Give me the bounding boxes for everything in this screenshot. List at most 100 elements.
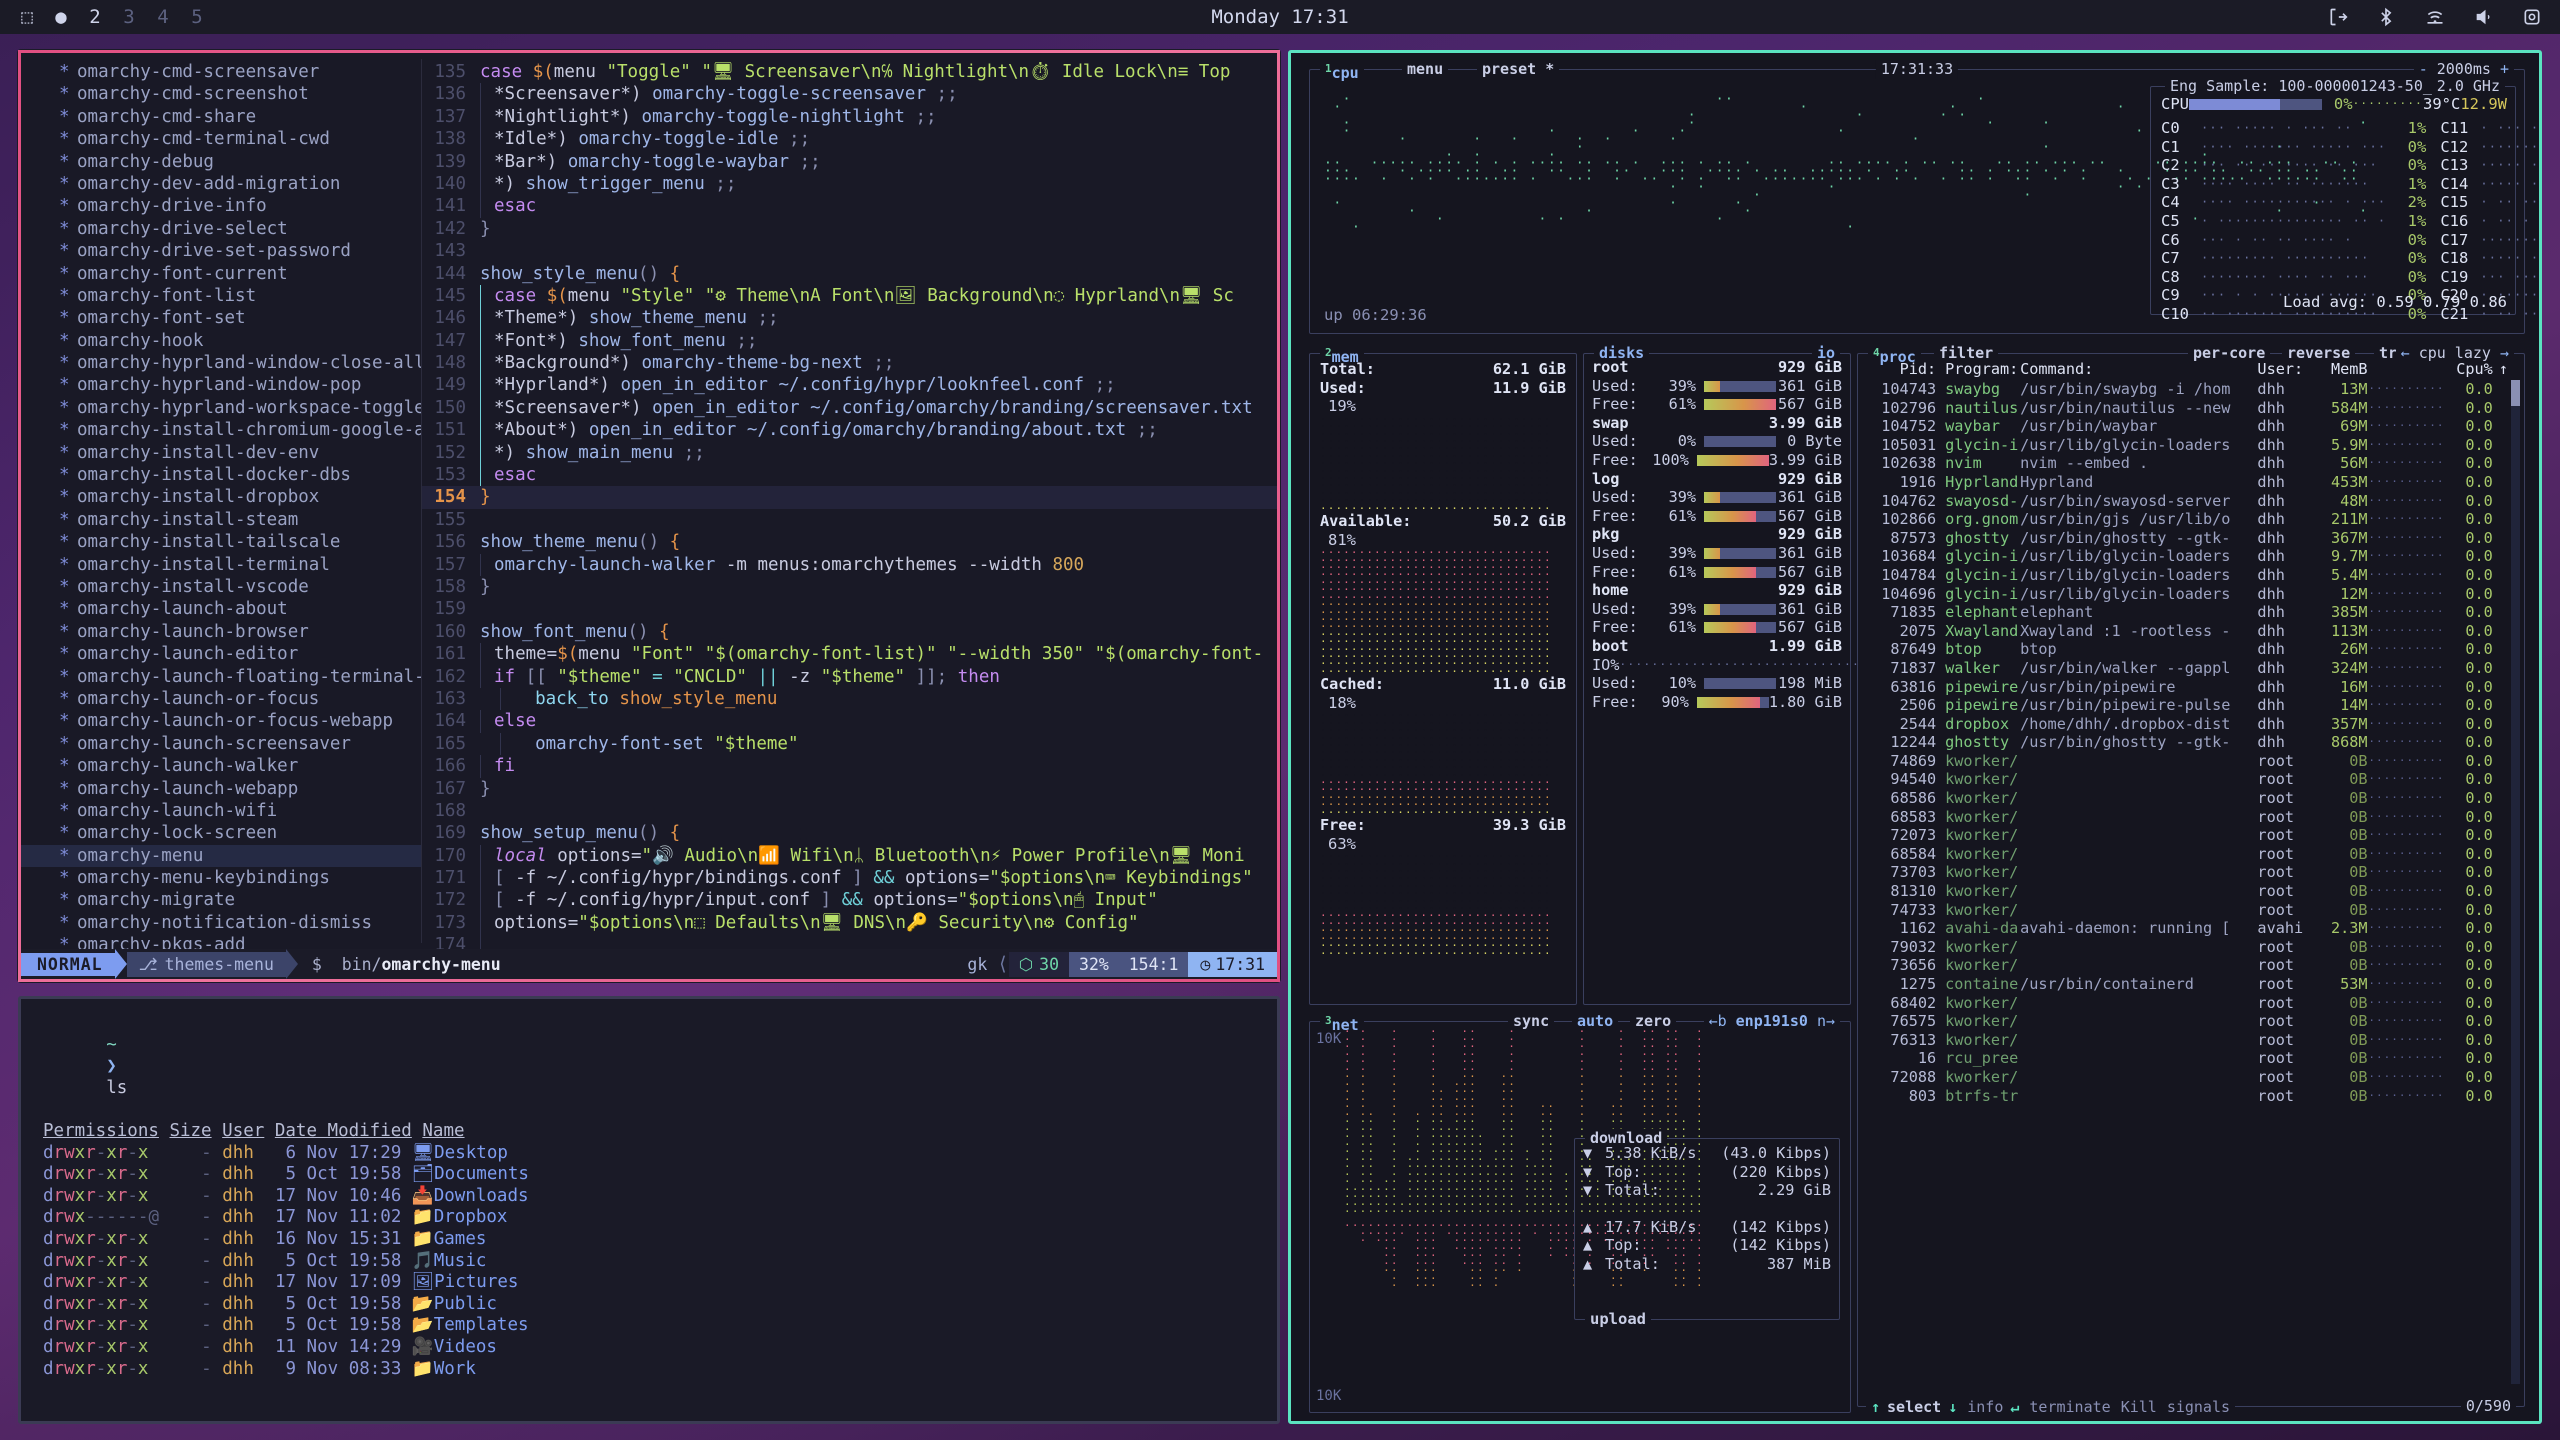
- proc-row[interactable]: 76313 kworker/root 0B ·········· 0.0: [1864, 1031, 2508, 1050]
- code-line[interactable]: 166 fi: [422, 755, 1277, 777]
- action-signals[interactable]: signals: [2162, 1398, 2235, 1417]
- action-info[interactable]: info: [1967, 1398, 2003, 1417]
- file-tree[interactable]: * omarchy-cmd-screensaver * omarchy-cmd-scr…: [21, 53, 421, 949]
- proc-row[interactable]: 104696 glycin-i/usr/lib/glycin-loaders dhh…: [1864, 585, 2508, 604]
- code-line[interactable]: 135 case $(menu "Toggle" "🖥 Screensaver\n…: [422, 61, 1277, 83]
- code-line[interactable]: 170 local options="🔊 Audio\n📶 Wifi\nᛦ Blu…: [422, 845, 1277, 867]
- code-line[interactable]: 150 *Screensaver*) open_in_editor ~/.conf…: [422, 397, 1277, 419]
- wifi-icon[interactable]: [2424, 7, 2446, 27]
- proc-row[interactable]: 104784 glycin-i/usr/lib/glycin-loaders dhh…: [1864, 566, 2508, 585]
- proc-row[interactable]: 1916 Hyprland Hyprland dhh 453M ·········· 0.0: [1864, 473, 2508, 492]
- terminal-window[interactable]: ~ ❯ ls Permissions Size User Date Modifi…: [18, 996, 1280, 1424]
- col-cpu[interactable]: Cpu%: [2445, 360, 2492, 379]
- code-line[interactable]: 137 *Nightlight*) omarchy-toggle-nightlig…: [422, 106, 1277, 128]
- code-line[interactable]: 149 *Hyprland*) open_in_editor ~/.config/…: [422, 374, 1277, 396]
- code-line[interactable]: 152 *) show_main_menu ;;: [422, 442, 1277, 464]
- code-line[interactable]: 138 *Idle*) omarchy-toggle-idle ;;: [422, 128, 1277, 150]
- tree-item[interactable]: * omarchy-install-tailscale: [21, 531, 421, 553]
- proc-row[interactable]: 1275 containe/usr/bin/containerd root 53M ··…: [1864, 975, 2508, 994]
- proc-row[interactable]: 74869 kworker/root 0B ·········· 0.0: [1864, 752, 2508, 771]
- tree-item[interactable]: * omarchy-dev-add-migration: [21, 173, 421, 195]
- tree-item[interactable]: * omarchy-launch-about: [21, 598, 421, 620]
- cpu-update-interval[interactable]: - 2000ms +: [2414, 60, 2514, 79]
- action-kill[interactable]: Kill: [2116, 1398, 2162, 1417]
- tree-item[interactable]: * omarchy-font-current: [21, 263, 421, 285]
- code-line[interactable]: 159: [422, 598, 1277, 620]
- code-line[interactable]: 169 show_setup_menu() {: [422, 822, 1277, 844]
- tree-item[interactable]: * omarchy-font-set: [21, 307, 421, 329]
- tree-item[interactable]: * omarchy-cmd-share: [21, 106, 421, 128]
- code-line[interactable]: 158}: [422, 576, 1277, 598]
- code-line[interactable]: 153 esac: [422, 464, 1277, 486]
- diagnostics-segment[interactable]: ⬡ 30: [1009, 952, 1069, 977]
- code-line[interactable]: 156 show_theme_menu() {: [422, 531, 1277, 553]
- proc-rows[interactable]: 104743 swaybg/usr/bin/swaybg -i /hom dhh 13…: [1864, 380, 2508, 1384]
- tree-item[interactable]: * omarchy-cmd-screensaver: [21, 61, 421, 83]
- proc-statusbar[interactable]: ↑ select ↓ info ↵ terminate Kill signals: [1866, 1398, 2524, 1417]
- col-pid[interactable]: Pid:: [1864, 360, 1936, 379]
- proc-row[interactable]: 102866 org.gnom/usr/bin/gjs /usr/lib/o dhh…: [1864, 510, 2508, 529]
- code-line[interactable]: 144 show_style_menu() {: [422, 263, 1277, 285]
- tree-item[interactable]: * omarchy-menu-keybindings: [21, 867, 421, 889]
- action-select[interactable]: select: [1887, 1398, 1941, 1417]
- tree-item[interactable]: * omarchy-launch-webapp: [21, 778, 421, 800]
- proc-row[interactable]: 68402 kworker/root 0B ·········· 0.0: [1864, 994, 2508, 1013]
- tree-item[interactable]: * omarchy-install-dropbox: [21, 486, 421, 508]
- proc-row[interactable]: 73703 kworker/root 0B ·········· 0.0: [1864, 863, 2508, 882]
- tree-item[interactable]: * omarchy-launch-editor: [21, 643, 421, 665]
- code-line[interactable]: 139 *Bar*) omarchy-toggle-waybar ;;: [422, 151, 1277, 173]
- code-line[interactable]: 140 *) show_trigger_menu ;;: [422, 173, 1277, 195]
- proc-row[interactable]: 76575 kworker/root 0B ·········· 0.0: [1864, 1012, 2508, 1031]
- terminal-output[interactable]: ~ ❯ ls Permissions Size User Date Modifi…: [21, 999, 1277, 1421]
- tree-item[interactable]: * omarchy-launch-browser: [21, 621, 421, 643]
- tree-item[interactable]: * omarchy-launch-screensaver: [21, 733, 421, 755]
- net-interface[interactable]: ←b enp191s0 n→: [1704, 1012, 1840, 1031]
- proc-row[interactable]: 87573 ghostty/usr/bin/ghostty --gtk-dhh 36…: [1864, 529, 2508, 548]
- proc-row[interactable]: 104752 waybar/usr/bin/waybar dhh 69M ·······…: [1864, 417, 2508, 436]
- proc-row[interactable]: 104762 swayosd-/usr/bin/swayosd-server dhh…: [1864, 492, 2508, 511]
- bluetooth-icon[interactable]: [2376, 7, 2396, 27]
- proc-row[interactable]: 102796 nautilus/usr/bin/nautilus --new dhh…: [1864, 399, 2508, 418]
- col-program[interactable]: Program:: [1936, 360, 2020, 379]
- tree-item[interactable]: * omarchy-hyprland-window-close-all: [21, 352, 421, 374]
- code-line[interactable]: 171[ -f ~/.config/hypr/bindings.conf ] &…: [422, 867, 1277, 889]
- proc-box[interactable]: 4proc filter per-core reverse tree ← cpu…: [1857, 353, 2525, 1407]
- code-line[interactable]: 145 case $(menu "Style" "⚙ Theme\nA Font\…: [422, 285, 1277, 307]
- code-line[interactable]: 173 options="$options\n⬚ Defaults\n🖥 DNS\…: [422, 912, 1277, 934]
- proc-row[interactable]: 94540 kworker/root 0B ·········· 0.0: [1864, 770, 2508, 789]
- btop-window[interactable]: 1cpu menu preset * 17:31:33 - 2000ms + ·…: [1288, 50, 2542, 1424]
- cpu-box[interactable]: 1cpu menu preset * 17:31:33 - 2000ms + ·…: [1309, 69, 2525, 334]
- col-user[interactable]: User:: [2257, 360, 2310, 379]
- proc-row[interactable]: 73656 kworker/root 0B ·········· 0.0: [1864, 956, 2508, 975]
- code-area[interactable]: 135 case $(menu "Toggle" "🖥 Screensaver\n…: [422, 53, 1277, 949]
- tree-item[interactable]: * omarchy-install-chromium-google-a: [21, 419, 421, 441]
- disks-box[interactable]: disks io root 929 GiB Used: 39% 361 GiB Free:…: [1583, 353, 1851, 1005]
- proc-row[interactable]: 74733 kworker/root 0B ·········· 0.0: [1864, 901, 2508, 920]
- tree-item[interactable]: * omarchy-pkgs-add: [21, 934, 421, 949]
- tree-item[interactable]: * omarchy-cmd-terminal-cwd: [21, 128, 421, 150]
- tree-item[interactable]: * omarchy-debug: [21, 151, 421, 173]
- logout-icon[interactable]: [2328, 7, 2348, 27]
- code-line[interactable]: 161 theme=$(menu "Font" "$(omarchy-font-l…: [422, 643, 1277, 665]
- code-line[interactable]: 141 esac: [422, 195, 1277, 217]
- cpu-menu-option[interactable]: menu: [1402, 60, 1448, 79]
- proc-row[interactable]: 87649 btop btop dhh 26M ·········· 0.0: [1864, 640, 2508, 659]
- proc-row[interactable]: 68584 kworker/root 0B ·········· 0.0: [1864, 845, 2508, 864]
- net-box[interactable]: 3net sync auto zero ←b enp191s0 n→ 10K 1…: [1309, 1021, 1851, 1413]
- proc-row[interactable]: 71837 walker/usr/bin/walker --gappl dhh 324…: [1864, 659, 2508, 678]
- proc-row[interactable]: 68583 kworker/root 0B ·········· 0.0: [1864, 808, 2508, 827]
- tree-item[interactable]: * omarchy-notification-dismiss: [21, 912, 421, 934]
- code-line[interactable]: 157 omarchy-launch-walker -m menus:omarch…: [422, 554, 1277, 576]
- tree-item[interactable]: * omarchy-install-terminal: [21, 554, 421, 576]
- code-line[interactable]: 162 if [[ "$theme" = "CNCLD" || -z "$them…: [422, 666, 1277, 688]
- cpu-box-title[interactable]: 1cpu: [1320, 60, 1364, 83]
- tree-item[interactable]: * omarchy-hyprland-window-pop: [21, 374, 421, 396]
- code-line[interactable]: 164 else: [422, 710, 1277, 732]
- tree-item[interactable]: * omarchy-install-steam: [21, 509, 421, 531]
- git-branch[interactable]: ⎇ themes-menu: [127, 952, 286, 977]
- gear-icon[interactable]: [2522, 7, 2542, 27]
- tree-item[interactable]: * omarchy-drive-select: [21, 218, 421, 240]
- proc-row[interactable]: 72088 kworker/root 0B ·········· 0.0: [1864, 1068, 2508, 1087]
- proc-row[interactable]: 105031 glycin-i/usr/lib/glycin-loaders dhh…: [1864, 436, 2508, 455]
- tree-item[interactable]: * omarchy-hyprland-workspace-toggle: [21, 397, 421, 419]
